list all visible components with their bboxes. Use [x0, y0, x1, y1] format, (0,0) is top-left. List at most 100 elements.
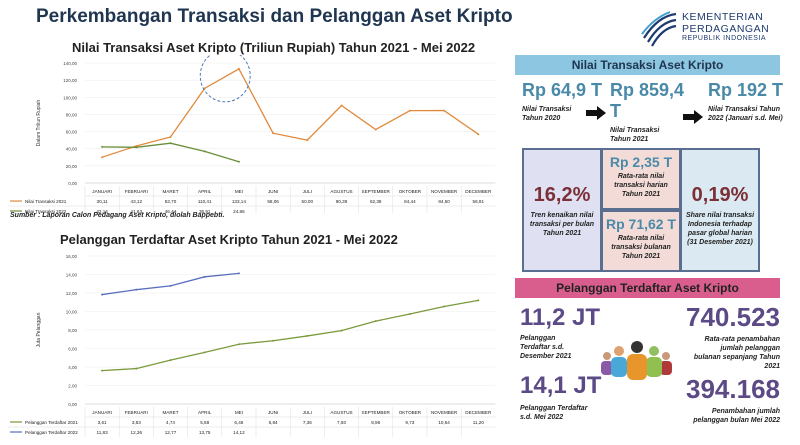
- stat-caption: Nilai Transaksi Tahun 2020: [522, 106, 572, 122]
- data-point: [237, 160, 240, 163]
- data-label: 42,14: [96, 209, 108, 213]
- y-tick-label: 40,00: [66, 147, 78, 152]
- data-label: 3,83: [132, 420, 141, 425]
- x-category-label: OKTOBER: [399, 410, 422, 415]
- x-category-label: FEBRUARI: [125, 410, 148, 415]
- trend-box: 16,2% Tren kenaikan nilai transaksi per …: [522, 148, 602, 272]
- share-caption: Share nilai transaksi Indonesia terhadap…: [685, 212, 755, 246]
- series-line-1: [101, 67, 479, 158]
- stat-value: 11,2 JT: [520, 304, 601, 331]
- data-point: [101, 145, 104, 148]
- data-label: 6,46: [234, 420, 243, 425]
- x-category-label: APRIL: [198, 410, 212, 415]
- stat-pelanggan-2022: 14,1 JT Pelanggan Terdaftar s.d. Mei 202…: [520, 372, 630, 422]
- stat-value: Rp 192 T: [708, 80, 784, 100]
- legend-label: Nilai Transaksi 2021: [25, 199, 67, 204]
- logo-line2: PERDAGANGAN: [682, 23, 770, 35]
- arrow-right-icon: [586, 106, 606, 120]
- stat-pelanggan-2021: 11,2 JT Pelanggan Terdaftar s.d. Desembe…: [520, 304, 610, 361]
- data-label: 46,44: [165, 209, 177, 213]
- x-category-label: DECEMBER: [465, 410, 492, 415]
- stat-value: 14,1 JT: [520, 372, 602, 399]
- daily-caption: Rata-rata nilai transaksi harian Tahun 2…: [614, 173, 668, 198]
- y-tick-label: 8,00: [68, 328, 77, 333]
- data-point: [101, 293, 104, 296]
- y-tick-label: 0,00: [68, 402, 77, 407]
- stat-caption: Pelanggan Terdaftar s.d. Mei 2022: [520, 405, 588, 421]
- monthly-value: Rp 71,62 T: [605, 216, 677, 232]
- series-line-2: [102, 142, 240, 163]
- data-point: [374, 320, 377, 323]
- data-label: 12,77: [165, 430, 177, 435]
- arrow-right-icon: [683, 110, 703, 124]
- x-category-label: JANUARI: [92, 410, 112, 415]
- x-category-label: JANUARI: [92, 189, 112, 194]
- x-category-label: APRIL: [198, 189, 212, 194]
- stat-2022: Rp 192 T Nilai Transaksi Tahun 2022 (Jan…: [708, 80, 793, 123]
- stat-caption: Nilai Transaksi Tahun 2021: [610, 127, 660, 143]
- legend-label: Pelanggan Terdaftar 2021: [25, 420, 78, 425]
- logo: KEMENTERIAN PERDAGANGAN REPUBLIK INDONES…: [640, 8, 790, 48]
- data-point: [203, 275, 206, 278]
- stat-caption: Rata-rata penambahan jumlah pelanggan bu…: [693, 336, 780, 370]
- monthly-box: Rp 71,62 T Rata-rata nilai transaksi bul…: [601, 210, 681, 272]
- daily-value: Rp 2,35 T: [609, 154, 673, 170]
- monthly-caption: Rata-rata nilai transaksi bulanan Tahun …: [611, 235, 671, 260]
- data-label: 58,06: [267, 199, 279, 204]
- data-point: [237, 343, 240, 346]
- data-point: [101, 156, 104, 159]
- stat-value: Rp 859,4 T: [610, 80, 685, 121]
- y-tick-label: 16,00: [66, 254, 78, 259]
- data-label: 133,14: [232, 199, 246, 204]
- data-label: 41,63: [131, 209, 143, 213]
- y-tick-label: 60,00: [66, 130, 78, 135]
- data-point: [237, 272, 240, 275]
- logo-line3: REPUBLIK INDONESIA: [682, 35, 767, 42]
- daily-box: Rp 2,35 T Rata-rata nilai transaksi hari…: [601, 148, 681, 210]
- x-category-label: MEI: [235, 410, 243, 415]
- y-tick-label: 80,00: [66, 112, 78, 117]
- data-label: 11,83: [97, 430, 109, 435]
- x-category-label: AGUSTUS: [330, 189, 352, 194]
- x-category-label: FEBRUARI: [125, 189, 148, 194]
- data-label: 13,75: [199, 430, 211, 435]
- data-label: 6,84: [269, 420, 278, 425]
- stat-value: 394.168: [686, 374, 780, 404]
- data-point: [135, 367, 138, 370]
- y-tick-label: 6,00: [68, 347, 77, 352]
- data-point: [169, 135, 172, 138]
- stat-2021: Rp 859,4 T Nilai Transaksi Tahun 2021: [610, 80, 700, 144]
- data-label: 3,61: [98, 420, 107, 425]
- data-label: 84,50: [438, 199, 450, 204]
- x-category-label: NOVEMBER: [431, 410, 458, 415]
- y-tick-label: 10,00: [66, 310, 78, 315]
- page-title: Perkembangan Transaksi dan Pelanggan Ase…: [36, 6, 513, 27]
- data-point: [374, 128, 377, 131]
- share-box: 0,19% Share nilai transaksi Indonesia te…: [680, 148, 760, 272]
- data-label: 30,11: [97, 199, 109, 204]
- data-point: [203, 150, 206, 153]
- data-label: 50,00: [302, 199, 314, 204]
- data-label: 5,58: [200, 420, 209, 425]
- data-point: [443, 109, 446, 112]
- data-point: [203, 87, 206, 90]
- x-category-label: MARET: [162, 189, 178, 194]
- data-point: [477, 133, 480, 136]
- x-category-label: JUNI: [268, 189, 278, 194]
- data-label: 62,38: [370, 199, 382, 204]
- y-tick-label: 12,00: [66, 291, 78, 296]
- logo-line1: KEMENTERIAN: [682, 11, 764, 23]
- data-label: 53,70: [165, 199, 177, 204]
- data-point: [306, 139, 309, 142]
- y-tick-label: 2,00: [68, 384, 77, 389]
- x-category-label: NOVEMBER: [431, 189, 458, 194]
- trend-value: 16,2%: [533, 184, 591, 206]
- data-label: 4,74: [166, 420, 175, 425]
- data-label: 12,36: [131, 430, 143, 435]
- data-label: 9,73: [405, 420, 414, 425]
- stat-caption: Pelanggan Terdaftar s.d. Desember 2021: [520, 335, 572, 360]
- panel-pelanggan-header: Pelanggan Terdaftar Aset Kripto: [515, 278, 780, 298]
- stat-caption: Nilai Transaksi Tahun 2022 (Januari s.d.…: [708, 106, 783, 122]
- trend-caption: Tren kenaikan nilai transaksi per bulan …: [529, 212, 595, 237]
- x-category-label: MARET: [162, 410, 178, 415]
